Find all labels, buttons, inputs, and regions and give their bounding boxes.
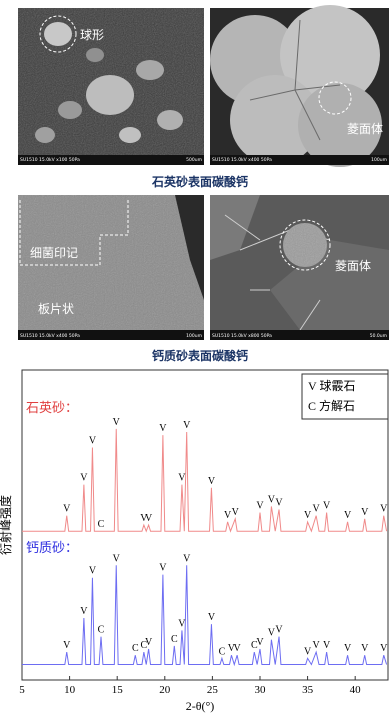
x-tick-label: 10 [64, 684, 76, 696]
peak-label: V [208, 476, 216, 487]
x-axis-label: 2-θ(°) [186, 699, 215, 713]
peak-label: V [361, 643, 369, 654]
peak-label: V [275, 625, 283, 636]
peak-label: V [159, 423, 167, 434]
caption: 钙质砂表面碳酸钙 [152, 348, 248, 363]
image-scale: 500um [186, 157, 202, 163]
peak-label: V [313, 504, 321, 515]
plot-frame [21, 369, 389, 681]
peak-label: C [141, 640, 148, 651]
series-label: 钙质砂： [26, 540, 78, 555]
peak-label: V [304, 646, 312, 657]
peak-label: V [63, 640, 71, 651]
legend-entry: V 球霰石 [308, 379, 355, 393]
peak-label: V [380, 643, 388, 654]
peak-label: V [232, 507, 240, 518]
peak-label: V [344, 643, 352, 654]
peak-label: V [256, 501, 264, 512]
peak-label: V [361, 507, 369, 518]
peak-label: C [98, 625, 105, 636]
peak-label: V [304, 510, 312, 521]
sem-image [210, 195, 389, 340]
x-tick-label: 30 [254, 684, 266, 696]
peak-label: V [89, 566, 97, 577]
peak-label: V [323, 640, 331, 651]
sem-image [18, 195, 204, 340]
sem-image [210, 5, 389, 167]
peak-label: C [132, 643, 139, 654]
peak-label: V [234, 643, 242, 654]
x-tick-label: 15 [112, 684, 124, 696]
image-label: 菱面体 [347, 122, 383, 136]
image-label: 球形 [80, 28, 104, 42]
peak-label: C [171, 634, 178, 645]
peak-label: V [80, 473, 88, 484]
x-tick-label: 25 [207, 684, 219, 696]
image-info: SU1510 15.0kV x100 50Pa [20, 157, 80, 163]
peak-label: V [140, 513, 148, 524]
image-info: SU1510 15.0kV x400 50Pa [212, 157, 272, 163]
xrd-line [22, 565, 388, 667]
peak-label: V [145, 513, 153, 524]
peak-label: V [159, 563, 167, 574]
peak-label: V [224, 510, 232, 521]
peak-label: V [323, 501, 331, 512]
peak-label: V [63, 504, 71, 515]
image-scale: 100um [186, 333, 202, 339]
peak-label: V [268, 628, 276, 639]
peak-label: V [275, 498, 283, 509]
peak-label: V [178, 618, 186, 629]
peak-label: V [89, 436, 97, 447]
x-tick-label: 5 [19, 684, 25, 696]
peak-label: V [268, 494, 276, 505]
legend-entry: C 方解石 [308, 398, 355, 413]
image-info: SU1510 15.0kV x800 50Pa [212, 333, 272, 339]
peak-label: V [178, 473, 186, 484]
x-tick-label: 20 [159, 684, 171, 696]
peak-label: V [183, 553, 191, 564]
peak-label: V [113, 417, 121, 428]
image-scale: 50.0um [370, 333, 387, 339]
peak-label: V [113, 553, 121, 564]
peak-label: V [256, 637, 264, 648]
y-axis-label: 衍射峰强度 [0, 495, 13, 555]
peak-label: C [98, 519, 105, 530]
xrd-line [22, 428, 388, 533]
image-label: 细菌印记 [30, 246, 78, 260]
x-tick-label: 35 [302, 684, 314, 696]
legend [301, 373, 389, 420]
peak-label: V [344, 510, 352, 521]
sem-image [18, 8, 204, 165]
peak-label: V [183, 420, 191, 431]
peak-label: V [228, 643, 236, 654]
peak-label: V [313, 640, 321, 651]
series-label: 石英砂： [26, 400, 78, 415]
image-info: SU1510 15.0kV x400 50Pa [20, 333, 80, 339]
peak-label: V [80, 606, 88, 617]
peak-label: V [208, 612, 216, 623]
peak-label: V [145, 637, 153, 648]
peak-label: V [380, 504, 388, 515]
image-label: 菱面体 [335, 259, 371, 273]
image-scale: 100um [371, 157, 387, 163]
image-label: 板片状 [38, 302, 74, 316]
peak-label: C [251, 640, 258, 651]
x-tick-label: 40 [350, 684, 362, 696]
peak-label: C [219, 646, 226, 657]
caption: 石英砂表面碳酸钙 [151, 174, 248, 189]
